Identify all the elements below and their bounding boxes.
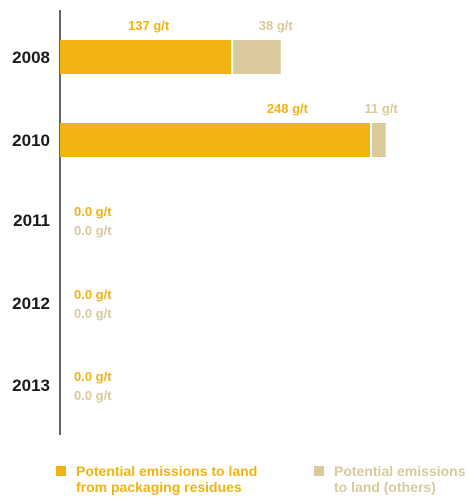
year-label-2008: 2008 (12, 48, 50, 67)
bar-others-2008 (233, 40, 281, 74)
legend-label-packaging-line-2: from packaging residues (76, 479, 242, 495)
legend-swatch-packaging (56, 466, 66, 476)
year-label-2011: 2011 (13, 211, 50, 230)
bar-packaging-2008 (60, 40, 232, 74)
value-label-others-2012: 0.0 g/t (74, 306, 112, 321)
year-label-2013: 2013 (12, 376, 50, 395)
legend-label-packaging-line-1: Potential emissions to land (76, 463, 257, 479)
value-label-packaging-2013: 0.0 g/t (74, 369, 112, 384)
bar-packaging-2010 (60, 123, 370, 157)
legend-swatch-others (314, 466, 324, 476)
value-label-others-2010: 11 g/t (365, 101, 399, 116)
bar-others-2010 (372, 123, 386, 157)
value-label-others-2008: 38 g/t (259, 18, 294, 33)
value-label-packaging-2012: 0.0 g/t (74, 287, 112, 302)
value-label-packaging-2010: 248 g/t (267, 101, 309, 116)
legend-label-others-line-2: to land (others) (334, 479, 436, 495)
year-label-2012: 2012 (12, 294, 50, 313)
value-label-others-2011: 0.0 g/t (74, 223, 112, 238)
value-label-packaging-2008: 137 g/t (128, 18, 170, 33)
year-label-2010: 2010 (12, 131, 50, 150)
value-label-packaging-2011: 0.0 g/t (74, 204, 112, 219)
value-label-others-2013: 0.0 g/t (74, 388, 112, 403)
legend-label-others-line-1: Potential emissions (334, 463, 466, 479)
